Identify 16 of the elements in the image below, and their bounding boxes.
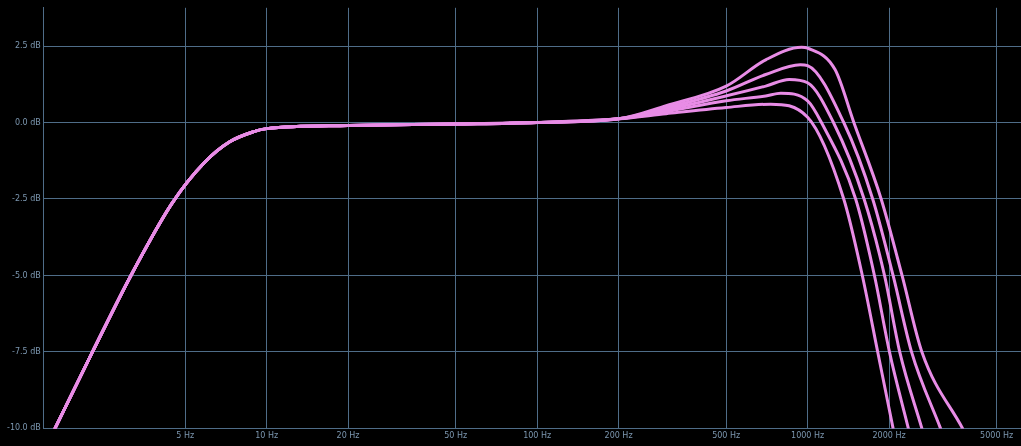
x-tick-label: 5000 Hz (980, 431, 1014, 441)
y-tick-label: -2.5 dB (12, 194, 41, 204)
y-tick-label: -10.0 dB (7, 423, 41, 433)
x-tick-label: 50 Hz (444, 431, 468, 441)
y-tick-label: -7.5 dB (12, 347, 41, 357)
x-tick-label: 200 Hz (604, 431, 633, 441)
x-tick-label: 500 Hz (712, 431, 741, 441)
y-tick-label: 0.0 dB (14, 117, 41, 127)
x-tick-label: 5 Hz (176, 431, 195, 441)
y-tick-label: -5.0 dB (12, 270, 41, 280)
x-tick-label: 10 Hz (255, 431, 279, 441)
x-tick-label: 20 Hz (336, 431, 360, 441)
x-tick-label: 2000 Hz (872, 431, 906, 441)
y-tick-label: 2.5 dB (14, 41, 41, 51)
x-tick-label: 100 Hz (523, 431, 552, 441)
x-tick-label: 1000 Hz (791, 431, 825, 441)
